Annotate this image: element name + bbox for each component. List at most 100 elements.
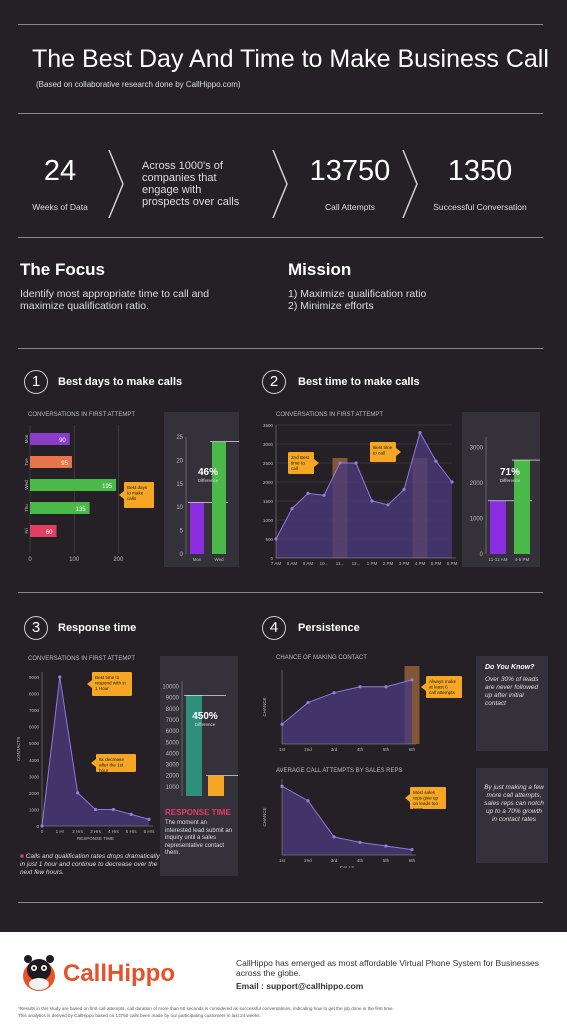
best-days-chart: 0 100 200 Mon 90 Tue 95 Wed 195 Thu 135 Fri 60 Best d… [24, 425, 154, 563]
response-compare-chart: 0100020003000400050006000700080009000100… [162, 681, 238, 796]
category-label: Mon [24, 434, 29, 443]
section-title: Best days to make calls [58, 376, 183, 388]
callout-pointer [87, 680, 92, 688]
data-point [358, 840, 362, 844]
bar [514, 460, 530, 554]
bar [30, 525, 57, 537]
category-label: 5th [383, 858, 390, 863]
stat-weeks-label: Weeks of Data [32, 202, 88, 212]
section-number: 3 [24, 616, 48, 640]
chevron-right-icon [402, 149, 418, 219]
callout-box [410, 787, 446, 809]
tick-label: 1000 [263, 518, 274, 523]
chevron-right-icon [108, 149, 124, 219]
data-point [384, 685, 388, 689]
tick-label: 25 [176, 435, 183, 441]
bar [208, 775, 224, 796]
divider [18, 592, 543, 593]
category-label: 11... [336, 561, 344, 566]
x-axis-label: CALLS [340, 754, 354, 755]
callout-pointer [119, 491, 124, 499]
tick-label: 2500 [263, 461, 274, 466]
difference-label: 450% [192, 711, 218, 722]
category-label: 6 Hrs [144, 829, 156, 834]
data-point [370, 499, 374, 503]
data-point [418, 431, 422, 435]
section-title: Persistence [298, 622, 360, 634]
category-label: 1st [279, 858, 286, 863]
category-label: 0 [41, 829, 44, 834]
divider [18, 348, 543, 349]
time-compare-chart: 0 1000 2000 3000 11-12 AM 4-5 PM 71%Difference [470, 437, 540, 562]
category-label: 1 PM [367, 561, 378, 566]
callout-box [92, 672, 132, 696]
tick-label: 7000 [166, 718, 180, 724]
category-label: 3 Hrs [90, 829, 102, 834]
category-label: 3 PM [399, 561, 410, 566]
stat-weeks-value: 24 [43, 155, 77, 187]
callout-pointer [91, 759, 96, 767]
bar-value: 60 [46, 530, 53, 536]
difference-label: 46% [198, 467, 218, 478]
tick-label: 200 [113, 557, 124, 563]
page-title: The Best Day And Time to Make Business C… [32, 45, 549, 73]
category-label: 1 Hr [56, 829, 65, 834]
data-point [111, 807, 115, 812]
brand-name: CallHippo [63, 960, 175, 987]
difference-sublabel: Difference [198, 478, 219, 483]
focus-title: The Focus [20, 260, 106, 279]
growth-text: By just making a few more call attempts,… [484, 784, 544, 823]
hippo-logo-icon [23, 955, 55, 991]
area-fill [276, 432, 452, 558]
series-line [281, 679, 413, 725]
tick-label: 4000 [29, 758, 40, 763]
category-label: 6 PM [447, 561, 457, 566]
tick-label: 20 [176, 458, 183, 464]
section-number: 4 [262, 616, 286, 640]
chart-title: CHANCE OF MAKING CONTACT [276, 655, 367, 661]
tick-label: 4000 [166, 751, 180, 757]
tick-label: 2000 [263, 480, 274, 485]
category-label: 1st [279, 747, 286, 752]
callout-text: 8x decrease after the 1st hour [99, 757, 124, 773]
tick-label: 2000 [29, 791, 40, 796]
series-line [275, 431, 453, 540]
divider [18, 237, 543, 238]
area-fill [282, 679, 412, 744]
stat-success-label: Successful Conversation [433, 202, 527, 212]
tick-label: 0 [270, 556, 273, 561]
data-point [332, 835, 336, 839]
area-fill [282, 786, 412, 855]
data-point [306, 799, 310, 803]
tick-label: 6000 [29, 725, 40, 730]
category-label: 3rd [331, 747, 338, 752]
data-point [306, 491, 310, 495]
tick-label: 5000 [29, 741, 40, 746]
data-point [410, 678, 414, 682]
category-label: 2nd [304, 747, 312, 752]
section-title: Best time to make calls [298, 376, 420, 388]
bar [190, 502, 204, 554]
category-label: 12... [352, 561, 361, 566]
category-label: 5 PM [431, 561, 442, 566]
category-label: Thu [24, 504, 29, 512]
bar [490, 500, 506, 554]
chart-title: AVERAGE CALL ATTEMPTS BY SALES REPS [276, 768, 403, 774]
bar-value: 195 [102, 484, 113, 490]
category-label: Mon [193, 557, 202, 562]
data-point [354, 461, 358, 465]
response-time-chart: 0 1 Hr 2 Hrs 3 Hrs 4 Hrs 5 Hrs 6 Hrs RESPONSE T… [16, 672, 156, 841]
tick-label: 3000 [470, 446, 484, 452]
chart-title: CONVERSATIONS IN FIRST ATTEMPT [276, 412, 384, 418]
callout-pointer [405, 794, 410, 802]
bar-value: 95 [61, 461, 68, 467]
tick-label: 3000 [263, 442, 274, 447]
category-label: 2 PM [383, 561, 394, 566]
data-point [58, 675, 62, 679]
callout-box [124, 482, 154, 508]
data-point [358, 685, 362, 689]
callout-pointer [396, 448, 401, 456]
footer-email[interactable]: Email : support@callhippo.com [236, 981, 364, 991]
stat-attempts-label: Call Attempts [324, 202, 376, 212]
category-label: 6th [409, 858, 416, 863]
